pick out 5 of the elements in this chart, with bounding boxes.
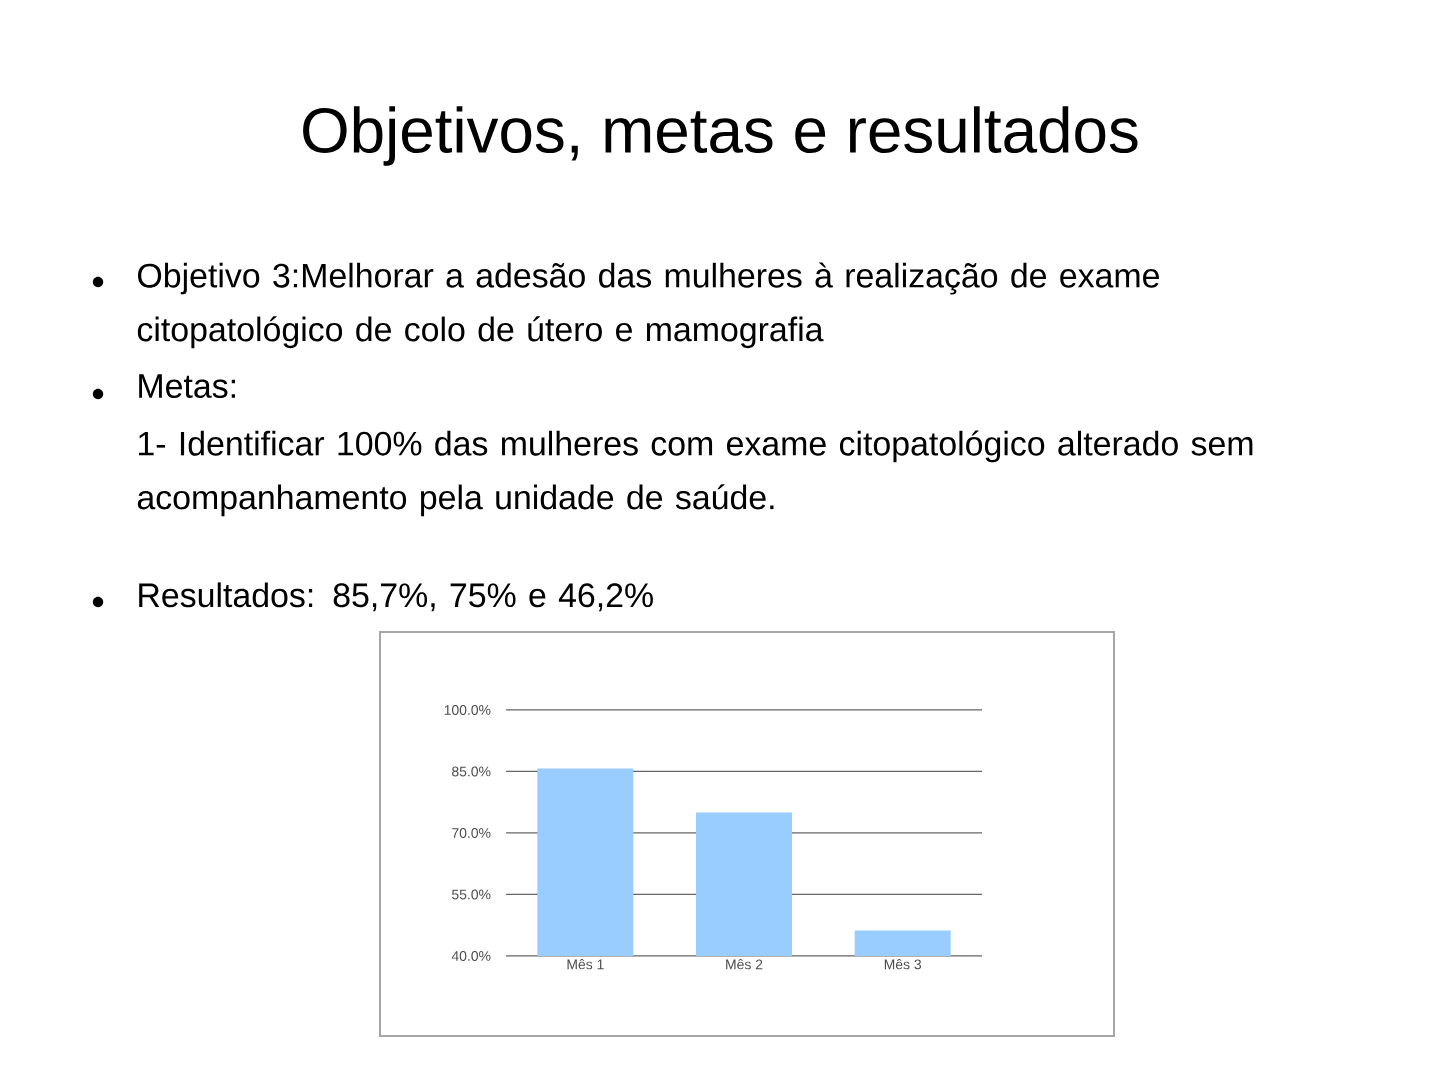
text: Objetivo 3:Melhorar a adesão das mulheres à realização de exame citopatológico de colo de útero e mamografia: [137, 262, 1159, 349]
text: Metas:: [139, 374, 235, 399]
text: Resultados: 85,7%, 75% e 46,2%: [139, 582, 653, 612]
text: 1- Identificar 100% das mulheres com exame citopatológico alterado sem acompanhamento pela unidade de saúde.: [137, 430, 1253, 517]
chart-title: Objetivos, metas e resultados: [303, 106, 1138, 166]
